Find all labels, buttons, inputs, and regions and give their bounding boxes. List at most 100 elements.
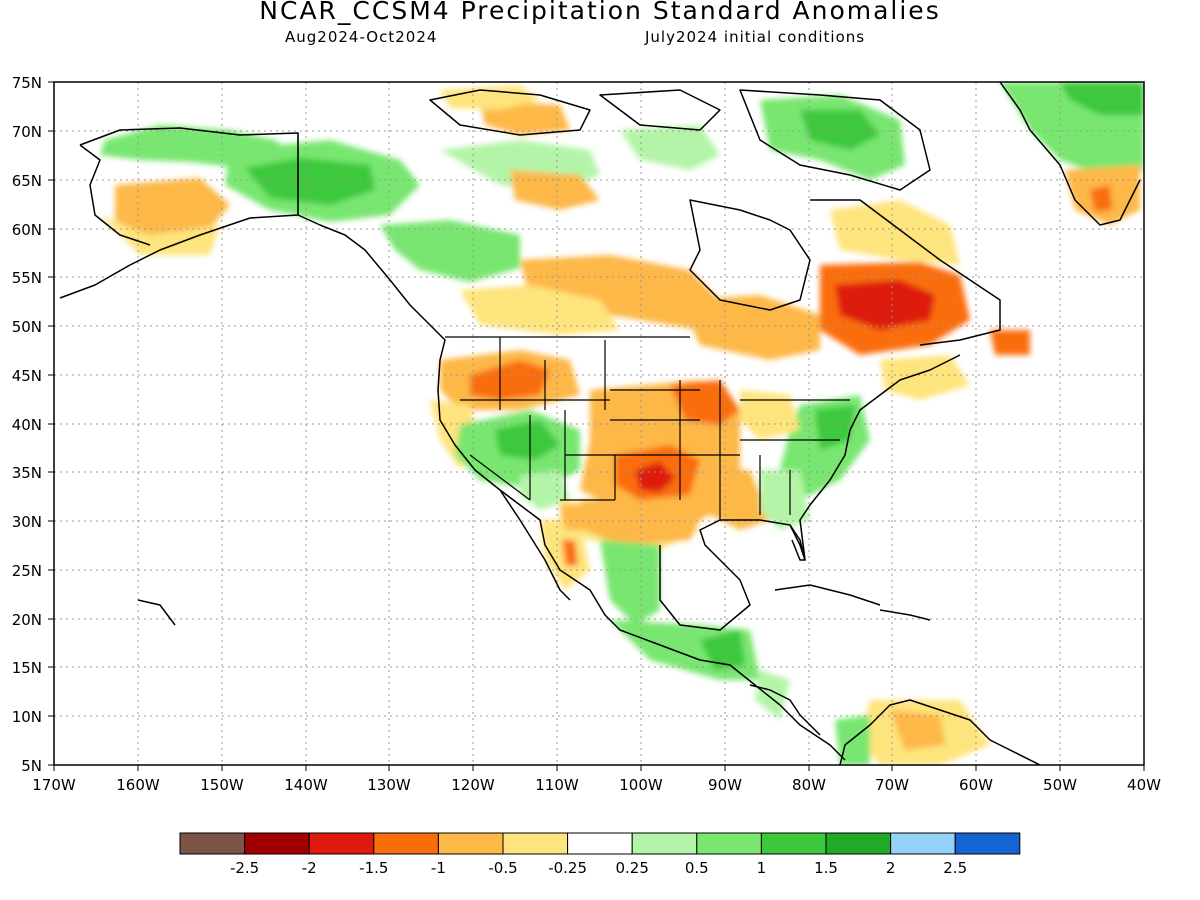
- lon-label: 130W: [367, 776, 411, 794]
- lat-label: 25N: [12, 562, 42, 580]
- alaska-west: [79, 144, 151, 246]
- lat-label: 15N: [12, 659, 42, 677]
- greenland-coast: [999, 82, 1141, 226]
- colorbar-swatch: [890, 832, 956, 855]
- lon-label: 110W: [535, 776, 579, 794]
- green-colombia: [835, 715, 870, 765]
- tick-marks: [48, 81, 1145, 771]
- lat-label: 5N: [21, 757, 42, 775]
- yellow-maritimes: [880, 355, 970, 400]
- hispaniola: [879, 609, 931, 621]
- colorbar-label: 1.5: [814, 859, 838, 877]
- green-arctic-mid: [620, 125, 720, 170]
- hudson-bay: [689, 199, 811, 311]
- lat-label: 50N: [12, 318, 42, 336]
- latitude-labels: 75N 70N 65N 60N 55N 50N 45N 40N 35N 30N …: [12, 74, 42, 775]
- colorbar-label: 1: [757, 859, 767, 877]
- orange-canada-central: [520, 255, 720, 330]
- colorbar-label: -2: [302, 859, 317, 877]
- lat-label: 35N: [12, 464, 42, 482]
- deepred-plains: [635, 462, 675, 492]
- alaska-coast: [79, 127, 846, 761]
- colorbar-swatch: [244, 832, 310, 855]
- colorbar-swatch: [631, 832, 698, 855]
- lat-label: 30N: [12, 513, 42, 531]
- colorbar-label: -1.5: [359, 859, 388, 877]
- colorbar-swatch: [373, 832, 439, 855]
- arctic-islands-3: [739, 89, 931, 191]
- colorbar-swatch: [502, 832, 569, 855]
- labrador-coast: [810, 199, 1001, 346]
- colorbar-label: -0.5: [488, 859, 517, 877]
- lon-label: 50W: [1043, 776, 1077, 794]
- orange-alaska: [115, 178, 230, 240]
- lat-label: 20N: [12, 611, 42, 629]
- orange-hudson-south: [680, 295, 820, 360]
- red-greenland: [1090, 185, 1112, 212]
- colorbar-label: 2.5: [943, 859, 967, 877]
- colorbar-label: 2: [886, 859, 896, 877]
- colorbar-label: 0.25: [615, 859, 648, 877]
- lon-label: 70W: [875, 776, 909, 794]
- colorbar-swatch: [179, 832, 246, 855]
- lat-label: 10N: [12, 708, 42, 726]
- lon-label: 80W: [792, 776, 826, 794]
- red-northwest: [470, 360, 550, 400]
- longitude-labels: 170W 160W 150W 140W 130W 120W 110W 100W …: [32, 776, 1161, 794]
- colorbar-swatch: [825, 832, 892, 855]
- colorbar: [179, 832, 1021, 855]
- arctic-islands-2: [599, 89, 721, 131]
- colorbar-label: -1: [431, 859, 446, 877]
- lon-label: 60W: [959, 776, 993, 794]
- red-quebec: [835, 280, 935, 330]
- alaska-south: [59, 214, 299, 299]
- lat-label: 55N: [12, 269, 42, 287]
- state-borders: [297, 133, 850, 520]
- forecast-period: Aug2024-Oct2024: [285, 28, 438, 46]
- red-baja: [562, 540, 578, 566]
- lon-label: 170W: [32, 776, 76, 794]
- green-bc: [380, 220, 520, 282]
- green-east-core: [815, 405, 855, 450]
- lat-label: 45N: [12, 367, 42, 385]
- colorbar-label: -0.25: [548, 859, 587, 877]
- orange-mexico-north: [560, 505, 600, 530]
- lon-label: 100W: [619, 776, 663, 794]
- colorbar-swatch: [760, 832, 827, 855]
- orange-midwest: [670, 380, 740, 425]
- lon-label: 160W: [116, 776, 160, 794]
- central-america: [749, 684, 821, 736]
- lat-label: 65N: [12, 172, 42, 190]
- green-southwest-core: [495, 420, 560, 460]
- green-mexico-core: [700, 630, 745, 670]
- colorbar-swatch: [437, 832, 504, 855]
- colorbar-labels: -2.5 -2 -1.5 -1 -0.5 -0.25 0.25 0.5 1 1.…: [230, 859, 967, 877]
- yellow-alaska: [100, 215, 220, 255]
- arctic-islands-1: [429, 89, 591, 136]
- map-gridlines: [54, 82, 1144, 765]
- map-title: NCAR_CCSM4 Precipitation Standard Anomal…: [259, 0, 941, 25]
- green-central-america: [755, 670, 790, 720]
- orange-venezuela: [890, 710, 945, 750]
- colorbar-label: 0.5: [685, 859, 709, 877]
- orange-texas: [580, 500, 700, 545]
- green-southeast: [760, 470, 810, 530]
- colorbar-swatch: [567, 832, 633, 855]
- south-america-coast: [839, 699, 1041, 765]
- yellow-labrador: [830, 200, 960, 265]
- anomaly-shading: [100, 82, 1144, 765]
- hawaii: [137, 599, 176, 626]
- yellow-canada-central: [460, 285, 620, 335]
- gulf-coast: [659, 354, 961, 631]
- lon-label: 40W: [1127, 776, 1161, 794]
- lon-label: 90W: [708, 776, 742, 794]
- caribbean-cuba: [774, 584, 881, 606]
- colorbar-swatch: [308, 832, 375, 855]
- colorbar-swatch: [954, 832, 1021, 855]
- initial-conditions: July2024 initial conditions: [645, 28, 866, 46]
- green-arctic-core: [800, 110, 880, 150]
- lon-label: 140W: [284, 776, 328, 794]
- baja: [499, 489, 571, 601]
- green-yukon-core: [245, 158, 375, 205]
